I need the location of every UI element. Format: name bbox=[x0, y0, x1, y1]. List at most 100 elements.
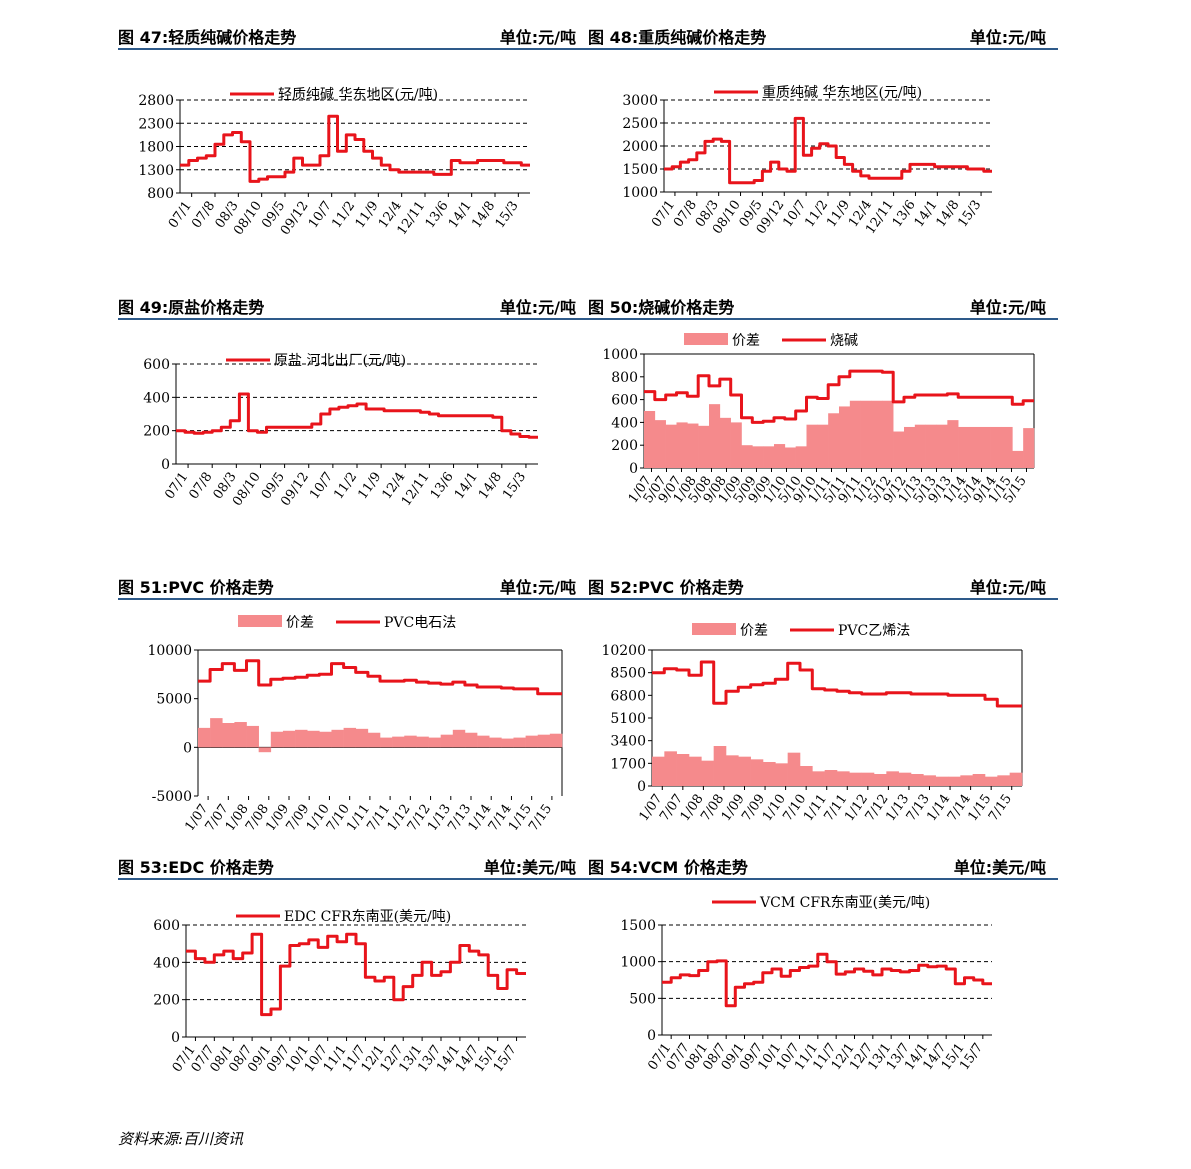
panel-unit: 单位:元/吨 bbox=[499, 28, 576, 47]
y-tick-label: 0 bbox=[171, 1030, 180, 1046]
series-line bbox=[186, 932, 526, 1017]
bar-mark bbox=[198, 727, 211, 748]
bar-mark bbox=[331, 729, 344, 748]
y-tick-label: 200 bbox=[143, 424, 170, 440]
legend-label: 原盐 河北出厂(元/吨) bbox=[274, 353, 406, 369]
bar-mark bbox=[861, 772, 875, 786]
chart-panel-7: 图 53:EDC 价格走势 单位:美元/吨 600 400 200 0 07/1 07/7 08… bbox=[118, 840, 588, 1110]
bar-mark bbox=[282, 730, 296, 748]
y-tick-label: 2300 bbox=[138, 116, 174, 132]
chart-svg: 100080060040020001/075/079/071/085/089/0… bbox=[602, 333, 1035, 506]
chart-panel-6: 图 52:PVC 价格走势 单位:元/吨 10200 8500 6800 5100 3400… bbox=[588, 560, 1058, 830]
chart-svg: 15001000500007/107/708/108/709/109/710/1… bbox=[620, 895, 992, 1073]
legend-label: 价差 bbox=[732, 333, 760, 349]
bar-mark bbox=[741, 445, 753, 468]
bar-mark bbox=[665, 424, 677, 468]
y-tick-label: 800 bbox=[611, 370, 638, 386]
panel-title: 图 49:原盐价格走势 bbox=[118, 298, 265, 317]
x-tick-label: 11/2 bbox=[331, 470, 360, 503]
bar-mark bbox=[817, 424, 829, 468]
bar-mark bbox=[392, 736, 405, 748]
bar-mark bbox=[997, 775, 1010, 786]
y-tick-label: 5100 bbox=[610, 711, 646, 727]
bar-mark bbox=[664, 751, 677, 786]
bar-mark bbox=[893, 431, 905, 468]
panel-unit: 单位:元/吨 bbox=[499, 298, 576, 317]
x-tick-label: 07/8 bbox=[189, 199, 218, 232]
x-tick-label: 14/8 bbox=[476, 470, 505, 503]
legend-swatch bbox=[238, 615, 282, 627]
bar-mark bbox=[936, 424, 948, 468]
y-tick-label: 600 bbox=[611, 393, 638, 409]
bar-mark bbox=[295, 729, 308, 748]
bar-mark bbox=[871, 400, 883, 468]
legend-label: EDC CFR东南亚(美元/吨) bbox=[284, 909, 451, 925]
bar-mark bbox=[784, 447, 796, 468]
legend-label: 轻质纯碱 华东地区(元/吨) bbox=[278, 87, 438, 103]
bar-mark bbox=[489, 737, 502, 748]
y-tick-label: 2800 bbox=[138, 93, 174, 109]
x-tick-label: 07/8 bbox=[186, 470, 215, 503]
legend-label: 价差 bbox=[286, 615, 314, 631]
panel-unit: 单位:元/吨 bbox=[969, 298, 1046, 317]
bar-mark bbox=[416, 736, 429, 748]
x-tick-label: 14/8 bbox=[933, 198, 962, 231]
panel-unit: 单位:美元/吨 bbox=[953, 858, 1046, 877]
y-tick-label: 10000 bbox=[147, 643, 192, 659]
chart-panel-5: 图 51:PVC 价格走势 单位:元/吨 10000 5000 0 -5000 1/07 7/… bbox=[118, 560, 588, 830]
bar-mark bbox=[990, 426, 1002, 468]
chart-svg: 600400200007/107/708/108/709/109/710/110… bbox=[153, 909, 526, 1075]
y-tick-label: 600 bbox=[143, 357, 170, 373]
x-tick-label: 15/3 bbox=[493, 199, 522, 232]
x-tick-label: 13/6 bbox=[428, 470, 457, 503]
y-tick-label: 0 bbox=[161, 457, 170, 473]
x-tick-label: 10/7 bbox=[780, 198, 809, 231]
bar-mark bbox=[960, 775, 973, 786]
bar-mark bbox=[307, 730, 320, 748]
chart-panel-2: 图 48:重质纯碱价格走势 单位:元/吨 3000 2500 2000 1500 1000 0… bbox=[588, 10, 1058, 280]
x-tick-label: 14/1 bbox=[912, 198, 941, 231]
bar-mark bbox=[763, 446, 775, 468]
y-tick-label: 5000 bbox=[156, 692, 192, 708]
bar-mark bbox=[644, 411, 656, 468]
y-tick-label: 2500 bbox=[622, 116, 658, 132]
chart-panel-3: 图 49:原盐价格走势 单位:元/吨 600 400 200 0 07/1 07/8 08/3 0… bbox=[118, 280, 588, 550]
bar-mark bbox=[806, 424, 818, 468]
x-tick-label: 10/7 bbox=[307, 470, 336, 503]
bar-mark bbox=[774, 444, 786, 468]
y-tick-label: 400 bbox=[153, 955, 180, 971]
panel-header: 图 54:VCM 价格走势 单位:美元/吨 bbox=[588, 840, 1058, 880]
bar-mark bbox=[1009, 772, 1023, 786]
panel-unit: 单位:元/吨 bbox=[969, 578, 1046, 597]
x-tick-label: 07/1 bbox=[162, 470, 191, 503]
bar-mark bbox=[882, 400, 894, 468]
y-tick-label: 500 bbox=[629, 991, 656, 1007]
bar-mark bbox=[795, 446, 807, 468]
panel-unit: 单位:元/吨 bbox=[499, 578, 576, 597]
bar-mark bbox=[750, 759, 764, 786]
legend-swatch bbox=[692, 623, 736, 635]
y-tick-label: 0 bbox=[647, 1028, 656, 1044]
series-line bbox=[198, 659, 562, 696]
bar-mark bbox=[501, 738, 514, 748]
y-tick-label: 400 bbox=[611, 415, 638, 431]
bar-mark bbox=[343, 727, 357, 748]
bar-mark bbox=[730, 422, 742, 468]
x-tick-label: 11/9 bbox=[824, 198, 853, 231]
bar-mark bbox=[752, 446, 764, 468]
legend-label: PVC乙烯法 bbox=[838, 623, 910, 639]
y-tick-label: 1300 bbox=[138, 163, 174, 179]
bar-mark bbox=[925, 424, 937, 468]
y-tick-label: 8500 bbox=[610, 666, 646, 682]
bar-mark bbox=[860, 400, 872, 468]
bar-mark bbox=[958, 426, 970, 468]
panel-title: 图 53:EDC 价格走势 bbox=[118, 858, 274, 877]
bar-mark bbox=[713, 746, 727, 786]
bar-mark bbox=[1023, 428, 1035, 468]
bar-mark bbox=[709, 404, 721, 468]
y-tick-label: 3400 bbox=[610, 734, 646, 750]
bar-mark bbox=[738, 756, 751, 786]
bar-mark bbox=[319, 731, 332, 748]
series-line bbox=[664, 116, 992, 185]
bar-mark bbox=[787, 752, 801, 786]
